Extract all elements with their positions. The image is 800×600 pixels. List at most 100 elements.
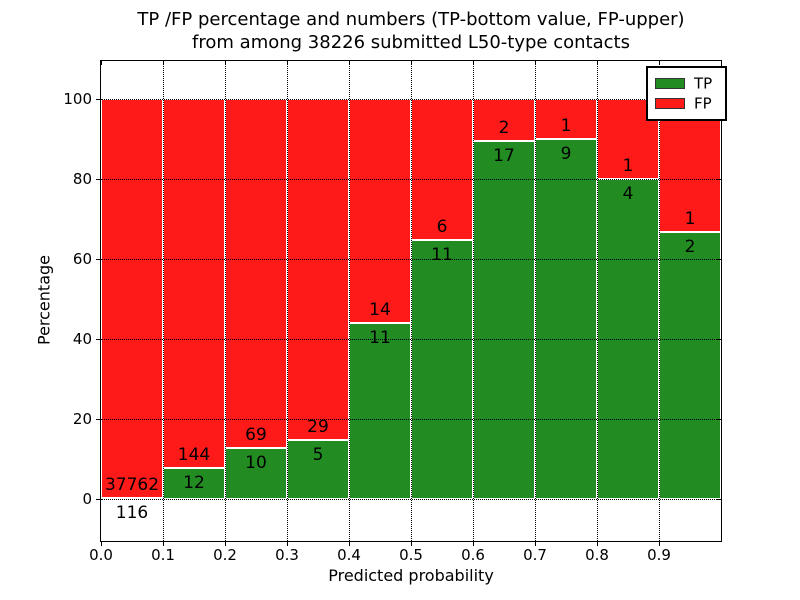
bar-fp-count: 1 [684,209,696,230]
x-gridline [473,61,474,541]
plot-area: 37762 116 144 12 69 10 29 5 14 11 6 11 2 17 1 9 1 4 1 2 [100,60,722,542]
x-gridline [411,61,412,541]
x-tick-mark [534,542,536,546]
bar-fp-segment [287,99,349,441]
x-tick-label: 0.7 [523,546,547,564]
bar-tp-segment [473,141,535,499]
y-tick-mark-right [717,418,721,420]
bar-fp-segment [101,99,163,498]
x-tick-label: 0.4 [337,546,361,564]
legend-label-fp: FP [694,94,712,113]
y-tick-mark-right [717,338,721,340]
bar-fp-segment [225,99,287,449]
legend-item-fp: FP [655,93,725,113]
bar-fp-count: 6 [436,217,448,238]
x-tick-label: 0.5 [399,546,423,564]
bar-fp-count: 37762 [104,474,160,495]
x-tick-label: 0.9 [647,546,671,564]
y-tick-mark-right [717,498,721,500]
x-tick-mark [162,542,164,546]
bar-fp-count: 69 [245,425,267,446]
x-tick-mark [472,542,474,546]
legend-swatch-tp-icon [655,78,685,89]
y-tick-mark [96,98,100,100]
x-gridline [597,61,598,541]
bar-tp-segment [287,440,349,499]
bar-fp-count: 144 [177,445,211,466]
bar-tp-segment [411,240,473,499]
x-tick-mark [100,542,102,546]
x-tick-mark [658,542,660,546]
y-tick-label: 40 [72,330,92,348]
x-tick-mark-top [286,61,288,65]
bar-fp-count: 14 [369,300,391,320]
x-gridline [659,61,660,541]
bar-fp-count: 1 [622,156,634,176]
x-tick-mark [286,542,288,546]
x-tick-mark-top [534,61,536,65]
y-tick-mark-right [717,258,721,260]
y-tick-mark [96,178,100,180]
x-tick-mark-top [100,61,102,65]
x-tick-label: 0.6 [461,546,485,564]
x-tick-label: 0.0 [89,546,113,564]
bar-tp-segment [659,232,721,499]
x-tick-mark-top [472,61,474,65]
x-gridline [287,61,288,541]
x-tick-mark-top [348,61,350,65]
x-tick-mark-top [410,61,412,65]
bar-fp-count: 2 [498,118,510,139]
y-tick-mark [96,258,100,260]
y-tick-label: 60 [72,250,92,268]
x-tick-label: 0.3 [275,546,299,564]
x-gridline [349,61,350,541]
legend-item-tp: TP [655,73,725,93]
y-tick-label: 20 [72,410,92,428]
x-tick-mark-top [224,61,226,65]
y-tick-label: 0 [82,490,92,508]
bar-tp-count: 9 [560,144,572,164]
bar-tp-count: 4 [622,184,634,204]
x-tick-mark [410,542,412,546]
bar-tp-segment [163,468,225,499]
bar-fp-segment [349,99,411,323]
y-tick-label: 80 [72,170,92,188]
x-tick-mark [348,542,350,546]
legend-label-tp: TP [694,74,713,93]
bar-tp-count: 11 [431,245,453,266]
bar-tp-count: 5 [312,445,324,466]
y-tick-mark [96,498,100,500]
legend: TP FP [646,66,727,121]
y-tick-mark-right [717,178,721,180]
bar-tp-segment [349,323,411,499]
x-axis-label: Predicted probability [328,566,494,585]
bar-tp-count: 17 [493,146,515,167]
y-tick-label: 100 [63,90,92,108]
bar-fp-segment [659,99,721,233]
x-tick-label: 0.2 [213,546,237,564]
y-tick-mark [96,338,100,340]
y-tick-mark [96,418,100,420]
x-gridline [163,61,164,541]
x-tick-label: 0.1 [151,546,175,564]
bar-tp-count: 116 [115,502,149,523]
bar-fp-count: 1 [560,116,572,136]
bar-fp-count: 29 [307,417,329,438]
chart-title-line2: from among 38226 submitted L50-type cont… [192,32,630,53]
x-tick-mark-top [658,61,660,65]
bar-tp-count: 11 [369,328,391,348]
x-tick-mark-top [162,61,164,65]
x-tick-mark [224,542,226,546]
x-gridline [535,61,536,541]
legend-swatch-fp-icon [655,98,685,109]
x-tick-mark [596,542,598,546]
x-tick-label: 0.8 [585,546,609,564]
bar-fp-segment [163,99,225,469]
bar-tp-count: 12 [183,473,205,494]
bar-tp-count: 2 [684,237,696,258]
bar-tp-count: 10 [245,453,267,474]
bar-tp-segment [535,139,597,499]
y-axis-label: Percentage [34,254,54,346]
x-gridline [225,61,226,541]
